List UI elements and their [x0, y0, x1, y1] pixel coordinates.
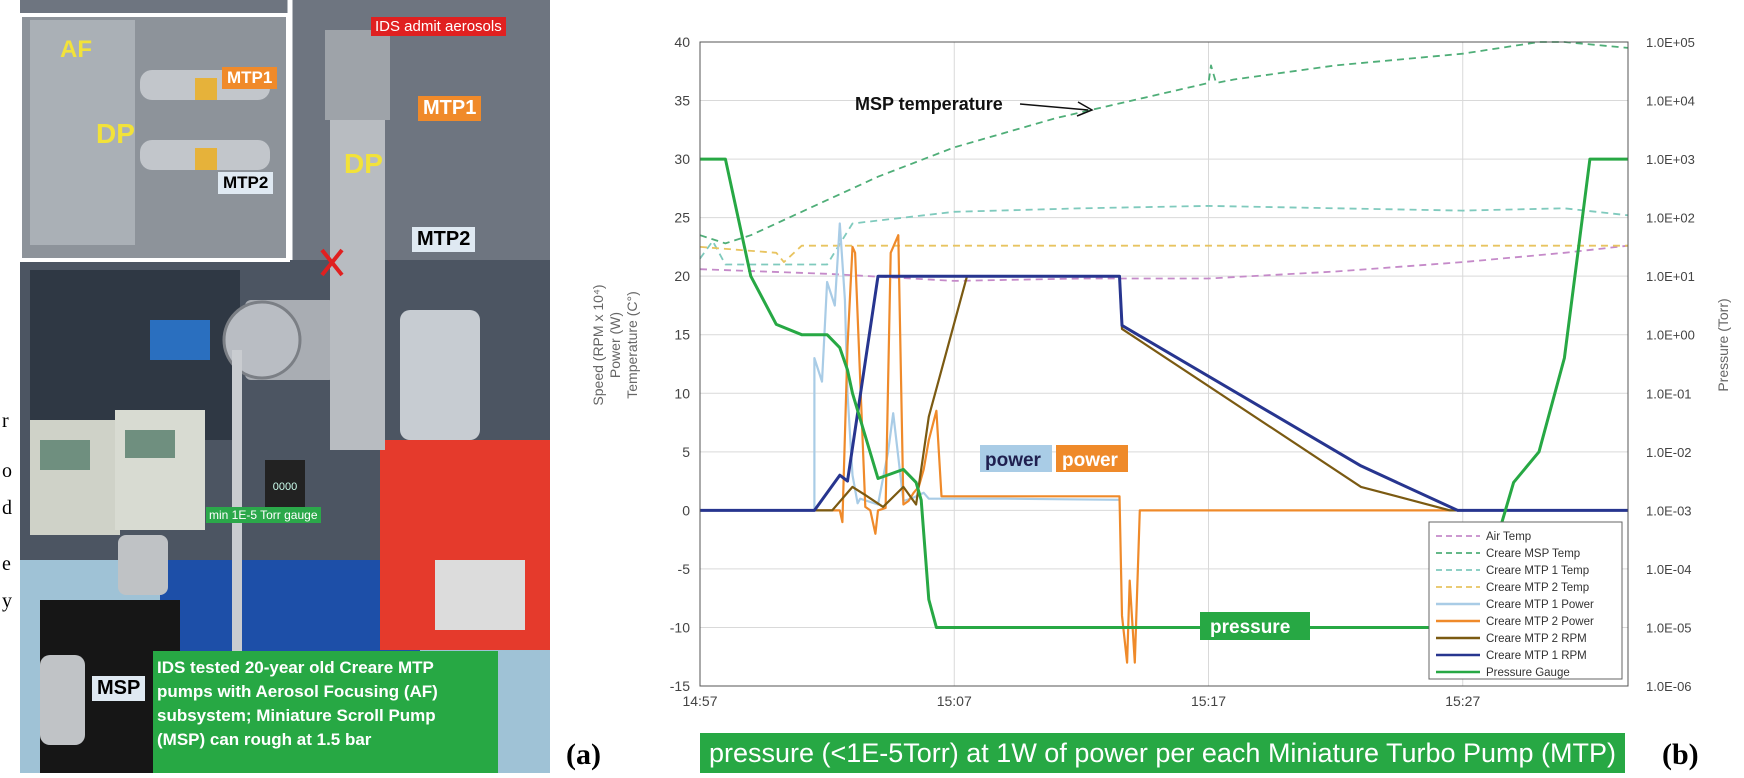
y2-tick-label: 1.0E-01: [1646, 386, 1692, 401]
y-tick-label: -5: [678, 561, 691, 577]
photo-caption-line: pumps with Aerosol Focusing (AF): [157, 682, 438, 701]
ids-admit-label: IDS admit aerosols: [371, 17, 506, 36]
af-label: AF: [60, 36, 92, 63]
main-mtp1-label: MTP1: [418, 96, 482, 121]
panel-letter-a: (a): [566, 738, 601, 771]
y2-tick-label: 1.0E+04: [1646, 94, 1695, 109]
turbo-pump: [400, 310, 480, 440]
x-tick-label: 15:17: [1191, 693, 1226, 709]
y-tick-label: 35: [674, 93, 690, 109]
y2-tick-label: 1.0E-06: [1646, 679, 1692, 694]
legend-label: Creare MTP 1 Temp: [1486, 565, 1589, 577]
legend-label: Creare MTP 2 RPM: [1486, 633, 1587, 645]
y-tick-label: 10: [674, 385, 690, 401]
y2-tick-label: 1.0E+01: [1646, 269, 1695, 284]
chart-caption-bar: pressure (<1E-5Torr) at 1W of power per …: [700, 733, 1625, 773]
photo-caption-line: IDS tested 20-year old Creare MTP: [157, 658, 434, 677]
x-tick-label: 14:57: [682, 693, 717, 709]
chart-legend: Air Temp Creare MSP Temp Creare MTP 1 Temp…: [1428, 521, 1623, 680]
legend-label: Creare MTP 2 Power: [1486, 616, 1594, 628]
annotation-power-orange: power: [1062, 450, 1119, 471]
annotation-power-blue: power: [985, 450, 1042, 471]
msp-label: MSP: [92, 676, 146, 701]
annotation-arrow: [1019, 103, 1089, 111]
left-edge-fragment: d: [2, 497, 12, 519]
y2-axis-ticks: 1.0E+05 1.0E+04 1.0E+03 1.0E+02 1.0E+01 1.0E+…: [1646, 35, 1695, 694]
y-axis-label-line: Speed (RPM x 10⁴): [590, 284, 606, 405]
y-tick-label: 5: [682, 444, 690, 460]
left-edge-fragment: y: [2, 590, 12, 612]
y-tick-label: 30: [674, 151, 690, 167]
legend-box: [1428, 521, 1623, 680]
photo-caption-line: (MSP) can rough at 1.5 bar: [157, 730, 372, 749]
power-supply-left: [30, 420, 120, 535]
y2-tick-label: 1.0E+02: [1646, 211, 1695, 226]
gauge-readout: 0000: [273, 481, 297, 493]
y-tick-label: -10: [670, 619, 690, 635]
legend-label: Creare MSP Temp: [1486, 548, 1580, 560]
y2-tick-label: 1.0E-03: [1646, 503, 1692, 518]
left-edge-fragment: o: [2, 460, 12, 482]
y2-tick-label: 1.0E+05: [1646, 35, 1695, 50]
left-edge-fragment: r: [2, 410, 9, 432]
legend-label: Creare MTP 1 Power: [1486, 599, 1594, 611]
series-line-creare-mtp-2-power: [700, 234, 1628, 664]
series-line-creare-mtp-1-temp: [699, 204, 1629, 266]
gauge-display: [265, 460, 305, 510]
y-tick-label: 40: [674, 34, 690, 50]
photo-caption-box: IDS tested 20-year old Creare MTP pumps …: [153, 651, 498, 773]
series-line-air-temp: [699, 244, 1629, 282]
annotation-pressure: pressure: [1210, 617, 1290, 638]
left-edge-fragment: e: [2, 553, 11, 575]
y2-tick-label: 1.0E+00: [1646, 328, 1695, 343]
legend-label: Pressure Gauge: [1486, 667, 1570, 679]
y2-tick-label: 1.0E-05: [1646, 620, 1692, 635]
main-dp-label: DP: [344, 148, 383, 179]
annotation-msp-temperature: MSP temperature: [855, 94, 1003, 114]
plot-frame: [699, 41, 1629, 687]
network-box: [150, 320, 210, 360]
legend-label: Creare MTP 2 Temp: [1486, 582, 1589, 594]
photo-caption-line: subsystem; Miniature Scroll Pump: [157, 706, 436, 725]
y-tick-label: 0: [682, 502, 690, 518]
y2-axis-label: Pressure (Torr): [1715, 298, 1731, 391]
x-tick-label: 15:07: [937, 693, 972, 709]
inset-dp-label: DP: [96, 118, 135, 149]
y-tick-label: -15: [670, 678, 690, 694]
series-line-creare-msp-temp: [699, 41, 1629, 245]
series-line-creare-mtp-2-temp: [699, 244, 1628, 264]
series-line-creare-mtp-2-rpm: [700, 275, 1628, 512]
power-label-blue-bg: [980, 445, 1052, 472]
photo-panel: 0000 IDS admit aerosols AF MTP1 DP MTP2 …: [0, 0, 550, 773]
y-tick-label: 20: [674, 268, 690, 284]
main-mtp2-label: MTP2: [412, 227, 476, 252]
legend-label: Air Temp: [1486, 531, 1531, 543]
inset-mtp2-label: MTP2: [218, 172, 274, 194]
y-axis-label-line: Temperature (C°): [624, 291, 640, 399]
series-line-creare-mtp-1-rpm: [700, 274, 1628, 512]
inset-mtp1-label: MTP1: [222, 67, 278, 89]
y2-tick-label: 1.0E+03: [1646, 152, 1695, 167]
y-tick-label: 25: [674, 210, 690, 226]
annotation-arrowhead: [1076, 101, 1094, 117]
y-axis-ticks: 40 35 30 25 20 15 10 5 0 -5 -10 -15: [670, 34, 690, 694]
y-axis-label-line: Power (W): [607, 312, 623, 378]
power-label-orange-bg: [1056, 445, 1128, 472]
series-line-creare-mtp-1-power: [700, 222, 1120, 512]
x-tick-label: 15:27: [1445, 693, 1480, 709]
x-axis-ticks: 14:57 15:07 15:17 15:27: [682, 693, 1480, 709]
msp-pump: [40, 655, 85, 745]
gauge-label: min 1E-5 Torr gauge: [206, 507, 321, 523]
legend-label: Creare MTP 1 RPM: [1486, 650, 1587, 662]
y2-tick-label: 1.0E-02: [1646, 445, 1692, 460]
y-tick-label: 15: [674, 327, 690, 343]
pressure-label-bg: [1200, 612, 1310, 640]
panel-letter-b: (b): [1662, 738, 1699, 771]
y2-tick-label: 1.0E-04: [1646, 562, 1692, 577]
